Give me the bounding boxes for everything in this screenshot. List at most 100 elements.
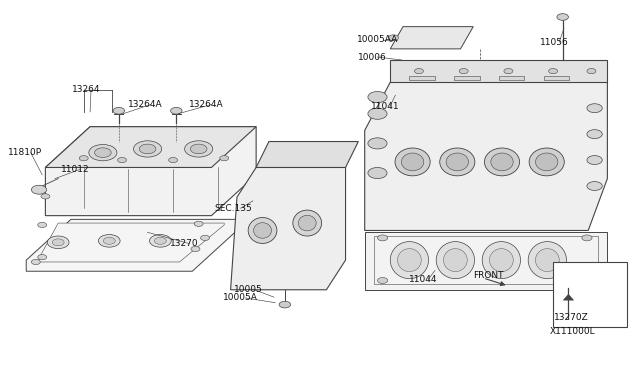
Circle shape (113, 108, 125, 114)
Circle shape (388, 35, 399, 41)
Circle shape (587, 130, 602, 138)
Text: 11012: 11012 (61, 165, 90, 174)
Circle shape (587, 155, 602, 164)
Circle shape (89, 144, 117, 161)
Text: 10005A: 10005A (223, 294, 258, 302)
Circle shape (140, 144, 156, 154)
Ellipse shape (529, 148, 564, 176)
Circle shape (279, 301, 291, 308)
Circle shape (169, 157, 177, 163)
Circle shape (378, 278, 388, 283)
Bar (454, 76, 479, 80)
Text: 13270: 13270 (170, 239, 198, 248)
Text: 13264: 13264 (72, 85, 100, 94)
Polygon shape (230, 167, 346, 290)
Polygon shape (45, 127, 256, 167)
Circle shape (95, 148, 111, 157)
Circle shape (171, 108, 182, 114)
Ellipse shape (484, 148, 520, 176)
Ellipse shape (397, 248, 421, 272)
Circle shape (504, 68, 513, 74)
Circle shape (557, 14, 568, 20)
Circle shape (118, 157, 127, 163)
Polygon shape (256, 141, 358, 167)
Circle shape (38, 254, 47, 260)
Ellipse shape (390, 241, 429, 279)
Text: 11810P: 11810P (8, 148, 42, 157)
Circle shape (150, 235, 172, 247)
Circle shape (52, 239, 64, 246)
Circle shape (582, 278, 592, 283)
Ellipse shape (536, 153, 558, 171)
Text: 10006: 10006 (358, 52, 387, 61)
Circle shape (38, 222, 47, 228)
Bar (410, 76, 435, 80)
Ellipse shape (401, 153, 424, 171)
Polygon shape (26, 219, 237, 271)
Circle shape (587, 68, 596, 74)
Circle shape (220, 155, 228, 161)
Polygon shape (374, 236, 598, 284)
Ellipse shape (446, 153, 468, 171)
Circle shape (154, 237, 166, 244)
Circle shape (190, 144, 207, 154)
Ellipse shape (248, 218, 277, 243)
Bar (543, 76, 569, 80)
Circle shape (582, 235, 592, 241)
Circle shape (378, 235, 388, 241)
Circle shape (134, 141, 162, 157)
Ellipse shape (444, 248, 467, 272)
Circle shape (368, 92, 387, 103)
Circle shape (460, 68, 468, 74)
Ellipse shape (395, 148, 430, 176)
Ellipse shape (440, 148, 475, 176)
Circle shape (368, 167, 387, 179)
Ellipse shape (293, 210, 321, 236)
Circle shape (47, 236, 69, 248)
Circle shape (415, 68, 424, 74)
Circle shape (184, 141, 212, 157)
Ellipse shape (528, 241, 566, 279)
Text: 13270Z: 13270Z (554, 313, 589, 322)
Circle shape (103, 237, 115, 244)
Ellipse shape (536, 248, 559, 272)
Ellipse shape (490, 248, 513, 272)
Circle shape (79, 155, 88, 161)
Text: 11041: 11041 (371, 102, 400, 111)
Ellipse shape (253, 223, 271, 238)
Ellipse shape (436, 241, 474, 279)
Text: X111000L: X111000L (549, 327, 595, 336)
Polygon shape (390, 60, 607, 82)
Ellipse shape (482, 241, 520, 279)
Bar (499, 76, 524, 80)
Polygon shape (365, 232, 607, 290)
Circle shape (368, 138, 387, 149)
Circle shape (200, 235, 209, 240)
Circle shape (194, 221, 203, 227)
Bar (553, 262, 627, 327)
Circle shape (548, 68, 557, 74)
Text: 13264A: 13264A (129, 100, 163, 109)
Circle shape (31, 259, 40, 264)
Ellipse shape (298, 215, 316, 231)
Polygon shape (563, 294, 573, 300)
Text: 10005: 10005 (234, 285, 262, 294)
Polygon shape (39, 223, 224, 262)
Circle shape (41, 194, 50, 199)
Text: 13264A: 13264A (189, 100, 224, 109)
Text: 11056: 11056 (540, 38, 569, 47)
Circle shape (587, 104, 602, 113)
Ellipse shape (491, 153, 513, 171)
Circle shape (99, 235, 120, 247)
Text: SEC.135: SEC.135 (214, 204, 252, 213)
Polygon shape (365, 82, 607, 231)
Polygon shape (390, 27, 473, 49)
Polygon shape (45, 127, 256, 216)
Circle shape (368, 108, 387, 119)
Text: 11044: 11044 (410, 275, 438, 284)
Text: FRONT: FRONT (473, 271, 504, 280)
Circle shape (587, 182, 602, 190)
Text: 10005AA: 10005AA (357, 35, 398, 44)
Circle shape (31, 185, 47, 194)
Circle shape (191, 246, 200, 251)
